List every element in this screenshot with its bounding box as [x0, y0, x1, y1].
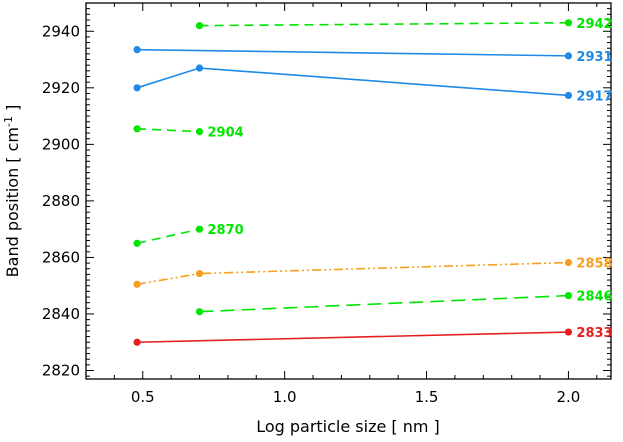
data-point [564, 258, 573, 267]
data-point [564, 19, 573, 27]
data-series: 2870 [133, 223, 244, 247]
y-axis-ticks: 2820 2840 2860 2880 2900 2920 2940 [42, 2, 611, 380]
x-tick-label: 0.5 [131, 388, 155, 406]
data-label: 2870 [208, 223, 244, 238]
data-series: 2931 [133, 46, 613, 65]
series-line [199, 21, 569, 27]
data-series: 2858 [133, 257, 613, 288]
y-tick-label: 2820 [42, 362, 80, 380]
x-tick-label: 1.0 [273, 388, 297, 406]
y-axis-title-end: ] [3, 105, 22, 116]
data-point [195, 225, 204, 233]
data-point [133, 84, 141, 92]
y-tick-label: 2840 [42, 305, 80, 323]
data-series: 2833 [133, 326, 613, 346]
data-point [133, 280, 141, 288]
data-label: 2942 [576, 17, 612, 32]
data-label: 2833 [576, 326, 612, 341]
series-line [137, 128, 200, 133]
series-line [136, 228, 200, 245]
y-tick-label: 2920 [42, 79, 80, 97]
x-axis-ticks: 0.5 1.0 1.5 2.0 [85, 3, 598, 406]
series-layer: 2942 2931 2917 2904 2870 2858 2846 2833 [133, 17, 613, 346]
y-axis-title: Band position [ cm-1 ] [2, 105, 22, 278]
data-point [133, 338, 141, 346]
series-line [136, 261, 569, 286]
data-point [133, 125, 141, 133]
data-point [195, 64, 204, 72]
data-series: 2846 [195, 290, 613, 316]
series-line [137, 331, 569, 344]
data-point [564, 292, 573, 300]
data-label: 2904 [208, 126, 244, 141]
data-point [564, 328, 573, 336]
data-series: 2942 [195, 17, 613, 32]
data-point [195, 308, 204, 316]
y-tick-label: 2940 [42, 22, 80, 40]
data-point [564, 52, 573, 60]
data-point [195, 128, 204, 136]
data-series: 2917 [133, 64, 613, 104]
data-point [133, 239, 141, 247]
series-line [137, 48, 569, 57]
series-line [199, 294, 569, 313]
x-axis-title: Log particle size [ nm ] [256, 417, 440, 436]
data-label: 2917 [576, 89, 612, 104]
data-series: 2904 [133, 125, 244, 141]
x-tick-label: 2.0 [557, 388, 581, 406]
data-label: 2846 [576, 290, 612, 305]
data-point [564, 91, 573, 100]
plot-frame [85, 2, 612, 380]
data-point [195, 22, 204, 30]
y-tick-label: 2880 [42, 192, 80, 210]
data-label: 2931 [576, 50, 612, 65]
data-point [133, 46, 141, 54]
x-tick-label: 1.5 [415, 388, 439, 406]
series-line [136, 67, 569, 97]
y-tick-label: 2900 [42, 135, 80, 153]
data-label: 2858 [576, 257, 612, 272]
data-point [195, 269, 204, 278]
y-axis-title-superscript: -1 [2, 116, 15, 127]
y-tick-label: 2860 [42, 248, 80, 266]
